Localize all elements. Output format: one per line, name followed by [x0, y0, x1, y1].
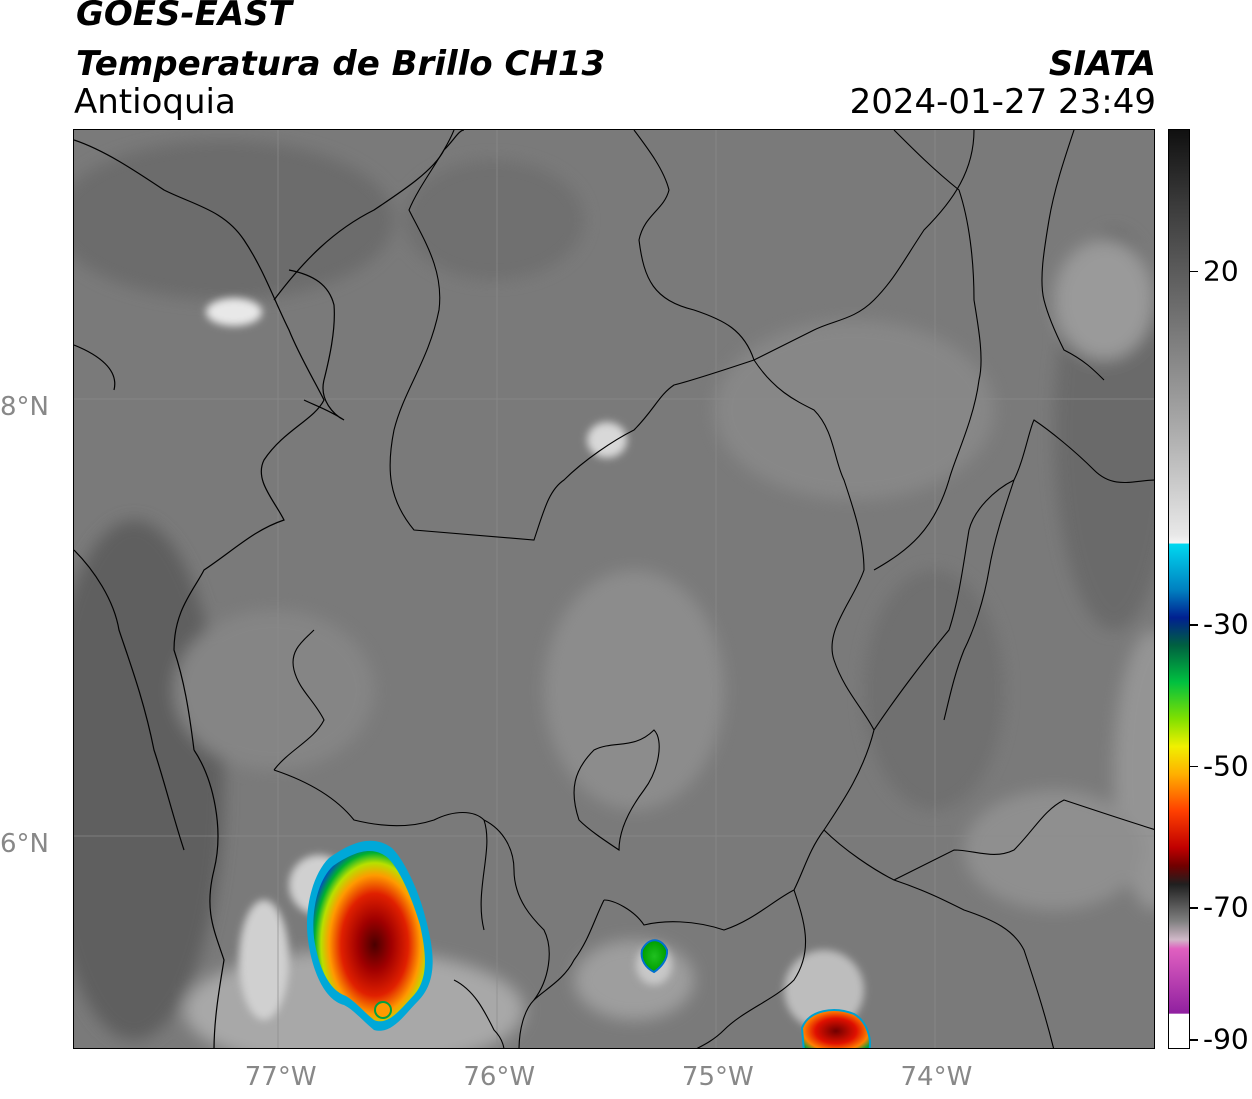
- satellite-map[interactable]: [73, 129, 1155, 1049]
- coastlines: [74, 130, 465, 1048]
- colorbar-tick-label: -70: [1203, 890, 1249, 924]
- storm-cell-center: [640, 939, 669, 974]
- graticule: [74, 130, 1154, 1048]
- organization-label: SIATA: [1048, 44, 1156, 84]
- convective-cells: [306, 840, 871, 1048]
- region-subtitle: Antioquia: [74, 82, 236, 122]
- satellite-title: GOES-EAST: [76, 0, 292, 34]
- cloud-texture: [74, 140, 1154, 1048]
- colorbar-tick-label: -30: [1203, 607, 1249, 641]
- colorbar-tick: [1190, 1039, 1198, 1041]
- colorbar-tick-label: -50: [1203, 749, 1249, 783]
- storm-cell-south: [800, 1009, 871, 1048]
- longitude-label: 76°W: [463, 1062, 536, 1092]
- colorbar-tick: [1190, 907, 1198, 909]
- latitude-label: 6°N: [0, 828, 49, 859]
- admin-borders: [273, 130, 1154, 1048]
- colorbar-gradient: [1169, 130, 1189, 1048]
- longitude-label: 74°W: [900, 1062, 973, 1092]
- latitude-label: 8°N: [0, 391, 49, 422]
- map-canvas: [74, 130, 1154, 1048]
- datetime-label: 2024-01-27 23:49: [849, 82, 1156, 122]
- longitude-label: 75°W: [681, 1062, 754, 1092]
- colorbar-tick: [1190, 765, 1198, 768]
- longitude-label: 77°W: [244, 1062, 317, 1092]
- product-title: Temperatura de Brillo CH13: [76, 44, 606, 84]
- colorbar-tick-label: -90: [1203, 1022, 1249, 1056]
- colorbar-tick-label: 20: [1203, 254, 1239, 288]
- colorbar-tick: [1190, 624, 1198, 626]
- colorbar-tick: [1190, 270, 1198, 273]
- colorbar: [1168, 129, 1190, 1049]
